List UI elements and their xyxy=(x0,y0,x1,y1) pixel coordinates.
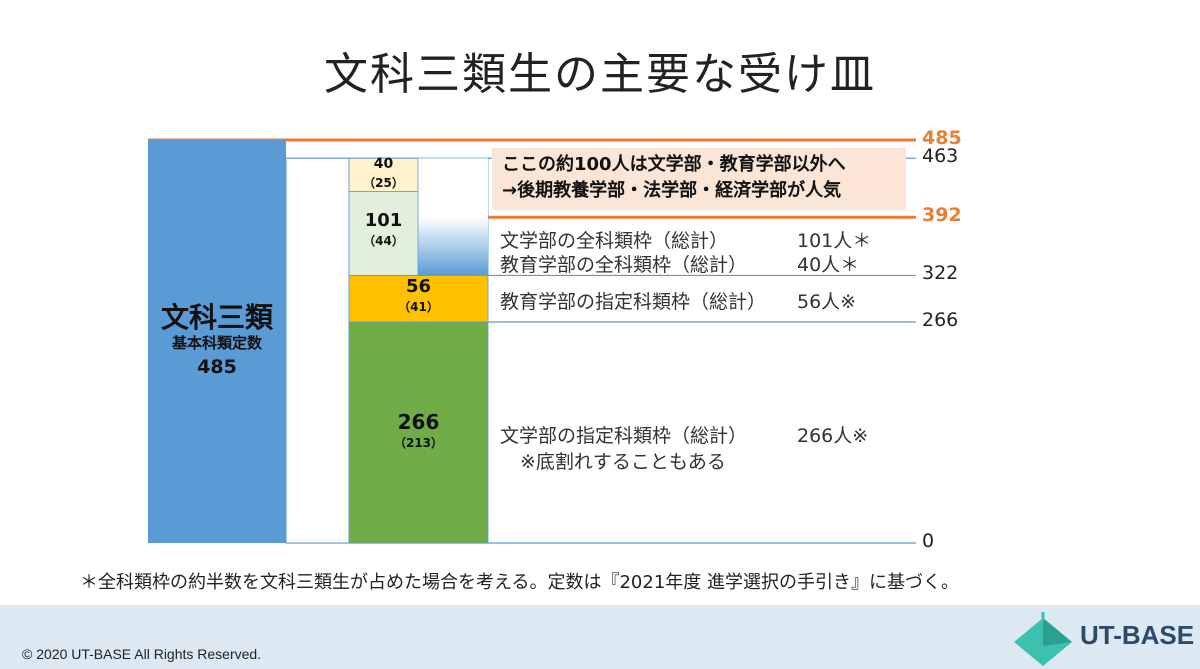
bar-gap-top xyxy=(418,158,488,218)
total-bar-subtitle: 基本科類定数 xyxy=(171,334,262,352)
bar-gap xyxy=(418,217,488,276)
annotation-lit-designated-value: 266人※ xyxy=(797,425,869,447)
annotation-lit-designated: 文学部の指定科類枠（総計） xyxy=(500,425,748,447)
segment-sub-56: （41） xyxy=(398,300,439,314)
callout-line-2: →後期教養学部・法学部・経済学部が人気 xyxy=(502,180,842,201)
segment-sub-101: （44） xyxy=(363,234,404,248)
stacked-bar-chart xyxy=(148,138,916,544)
footnote: ＊全科類枠の約半数を文科三類生が占めた場合を考える。定数は『2021年度 進学選… xyxy=(80,572,959,593)
callout-line-1: ここの約100人は文学部・教育学部以外へ xyxy=(502,154,846,175)
y-tick-label: 322 xyxy=(922,262,959,285)
y-tick-label: 485 xyxy=(922,127,962,149)
bar-segment-40-main xyxy=(348,157,419,192)
y-tick-label: 392 xyxy=(922,204,962,227)
segment-value-101: 101 xyxy=(364,210,403,231)
logo-text: UT-BASE xyxy=(1080,620,1195,650)
segment-sub-266: （213） xyxy=(393,436,444,450)
segment-value-40: 40 xyxy=(373,156,394,172)
bar-segment-101-main xyxy=(348,191,419,276)
annotation-edu-designated-value: 56人※ xyxy=(797,291,857,313)
footer-band xyxy=(0,605,1200,669)
copyright: © 2020 UT-BASE All Rights Reserved. xyxy=(22,646,262,662)
total-bar-title: 文科三類 xyxy=(160,301,273,334)
bar-frame xyxy=(285,157,350,544)
total-bar-value: 485 xyxy=(197,356,237,378)
annotation-note: ※底割れすることもある xyxy=(520,451,726,473)
annotation-edu-designated: 教育学部の指定科類枠（総計） xyxy=(500,291,767,313)
y-tick-label: 266 xyxy=(922,308,959,331)
segment-sub-40: （25） xyxy=(363,176,404,190)
page-title: 文科三類生の主要な受け皿 xyxy=(324,49,876,100)
annotation-edu-all-value: 40人＊ xyxy=(797,254,860,276)
annotation-lit-all: 文学部の全科類枠（総計） xyxy=(500,230,729,252)
y-tick-label: 0 xyxy=(922,530,935,552)
segment-value-266: 266 xyxy=(397,410,440,434)
logo-icon xyxy=(1014,612,1072,666)
bar-total xyxy=(148,140,286,543)
bar-segment-266 xyxy=(348,321,489,544)
segment-value-56: 56 xyxy=(405,276,432,297)
callout-box: ここの約100人は文学部・教育学部以外へ →後期教養学部・法学部・経済学部が人気 xyxy=(492,148,906,210)
annotation-edu-all: 教育学部の全科類枠（総計） xyxy=(500,254,748,276)
annotation-lit-all-value: 101人＊ xyxy=(797,230,872,252)
y-tick-label: 463 xyxy=(922,145,959,168)
